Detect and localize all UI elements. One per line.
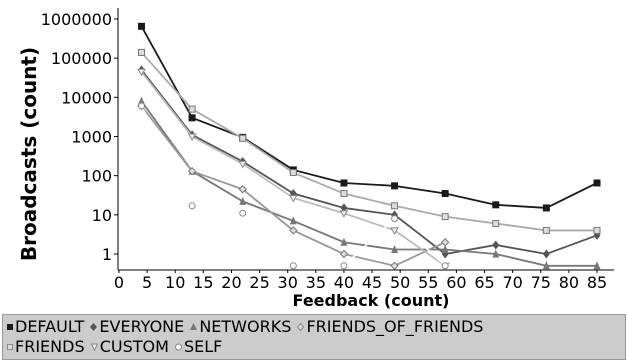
legend-label: CUSTOM	[100, 337, 169, 357]
x-tick-label: 10	[165, 273, 185, 292]
legend-label: FRIENDS	[15, 337, 85, 357]
x-axis-title: Feedback (count)	[293, 291, 450, 310]
data-point	[594, 179, 601, 186]
y-tick-label: 10000	[61, 88, 112, 107]
y-axis-title: Broadcasts (count)	[17, 47, 41, 261]
legend: DEFAULT EVERYONE NETWORKS FRIENDS_OF_FRI…	[2, 314, 626, 360]
legend-item-self: SELF	[174, 337, 222, 357]
x-tick-label: 5	[142, 273, 152, 292]
legend-row: DEFAULT EVERYONE NETWORKS FRIENDS_OF_FRI…	[6, 317, 625, 337]
legend-label: DEFAULT	[15, 317, 84, 337]
data-point	[290, 170, 296, 176]
chart: 1 10 100 1000 10000 100000 1000000 0 5 10 15 20 25 3…	[0, 0, 628, 312]
x-tick-label: 35	[306, 273, 326, 292]
x-tick-label: 40	[334, 273, 354, 292]
legend-item-friends-of-friends: FRIENDS_OF_FRIENDS	[296, 317, 483, 337]
data-point	[138, 23, 145, 30]
y-tick-label: 10	[92, 206, 112, 225]
data-point	[442, 214, 448, 220]
x-tick-label: 55	[418, 273, 438, 292]
x-tick-label: 65	[474, 273, 494, 292]
legend-label: FRIENDS_OF_FRIENDS	[306, 317, 483, 337]
x-tick-label: 0	[114, 273, 124, 292]
data-point	[189, 106, 195, 112]
square-marker-icon	[6, 322, 14, 332]
data-point	[492, 201, 499, 208]
x-tick-label: 20	[221, 273, 241, 292]
legend-item-default: DEFAULT	[6, 317, 84, 337]
x-tick-label: 25	[249, 273, 269, 292]
data-point	[392, 203, 398, 209]
y-tick-label: 100000	[51, 49, 112, 68]
x-tick-label: 45	[362, 273, 382, 292]
square-open-marker-icon	[6, 342, 14, 352]
data-point	[392, 216, 398, 222]
x-tick-label: 75	[531, 273, 551, 292]
legend-item-networks: NETWORKS	[189, 317, 291, 337]
data-point	[240, 210, 246, 216]
data-point	[442, 263, 448, 269]
data-point	[341, 263, 347, 269]
data-point	[442, 190, 449, 197]
legend-label: EVERYONE	[99, 317, 184, 337]
triangle-down-open-marker-icon	[90, 342, 99, 352]
data-point	[290, 263, 296, 269]
x-tick-label: 60	[446, 273, 466, 292]
x-tick-label: 50	[390, 273, 410, 292]
legend-label: SELF	[184, 337, 222, 357]
legend-row: FRIENDS CUSTOM SELF	[6, 337, 625, 357]
data-point	[493, 221, 499, 227]
legend-label: NETWORKS	[199, 317, 291, 337]
legend-item-custom: CUSTOM	[90, 337, 169, 357]
data-point	[138, 49, 144, 55]
data-point	[543, 204, 550, 211]
data-point	[391, 182, 398, 189]
y-tick-label: 1000	[71, 128, 112, 147]
diamond-open-marker-icon	[296, 322, 305, 332]
triangle-marker-icon	[189, 322, 198, 332]
diamond-marker-icon	[89, 322, 98, 332]
x-tick-label: 70	[502, 273, 522, 292]
x-tick-label: 85	[587, 273, 607, 292]
data-point	[189, 203, 195, 209]
y-tick-label: 1000000	[41, 10, 112, 29]
x-tick-label: 80	[559, 273, 579, 292]
data-point	[340, 179, 347, 186]
circle-open-marker-icon	[174, 342, 183, 352]
data-point	[138, 103, 144, 109]
data-point	[594, 227, 600, 233]
x-tick-label: 30	[278, 273, 298, 292]
x-tick-label: 15	[193, 273, 213, 292]
data-point	[341, 191, 347, 197]
y-tick-label: 1	[102, 245, 112, 264]
y-tick-label: 100	[81, 167, 112, 186]
data-point	[189, 114, 196, 121]
data-point	[240, 135, 246, 141]
legend-item-everyone: EVERYONE	[89, 317, 184, 337]
legend-item-friends: FRIENDS	[6, 337, 85, 357]
plot-area	[118, 8, 614, 270]
data-point	[543, 227, 549, 233]
